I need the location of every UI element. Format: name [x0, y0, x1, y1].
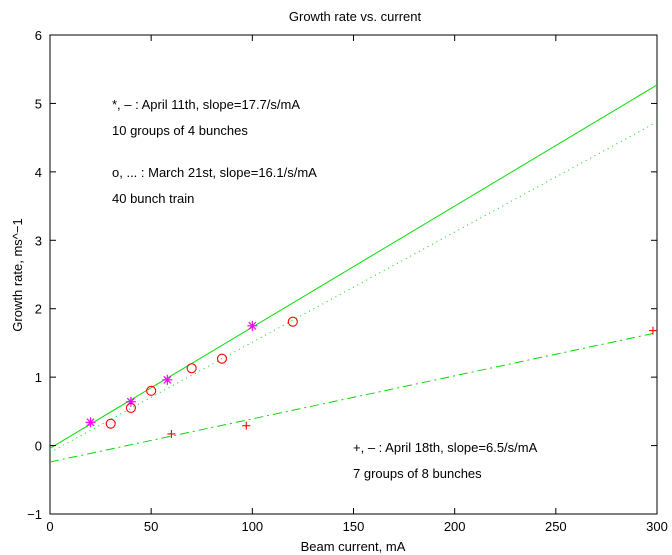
point-asterisk [85, 417, 96, 428]
y-tick-label: 3 [35, 233, 42, 248]
y-tick-label: 6 [35, 28, 42, 43]
x-tick-label: 0 [46, 519, 53, 534]
x-tick-label: 50 [144, 519, 158, 534]
fit-line-dotted [50, 121, 657, 453]
y-tick-label: 0 [35, 439, 42, 454]
x-tick-label: 250 [545, 519, 567, 534]
fit-lines [50, 84, 657, 463]
y-axis-label: Growth rate, ms^−1 [10, 218, 25, 331]
annotation-march21-train: 40 bunch train [112, 191, 194, 206]
fit-line-solid [50, 84, 657, 449]
point-plus [167, 429, 176, 438]
x-tick-label: 150 [343, 519, 365, 534]
point-circle [105, 418, 116, 429]
annotation-april11-groups: 10 groups of 4 bunches [112, 123, 248, 138]
y-tick-label: 5 [35, 96, 42, 111]
y-tick-label: 1 [35, 370, 42, 385]
point-circle [216, 353, 228, 364]
x-tick-label: 300 [646, 519, 668, 534]
x-axis-ticks: 0 50 100 150 200 250 300 [46, 35, 668, 534]
point-circle [146, 385, 157, 396]
fit-line-dashdot [50, 332, 657, 463]
chart-title: Growth rate vs. current [289, 9, 422, 24]
point-plus [648, 326, 657, 335]
x-axis-label: Beam current, mA [301, 539, 406, 554]
y-axis-ticks: −1 0 1 2 3 4 5 6 [27, 28, 657, 522]
annotation-april11-slope: *, – : April 11th, slope=17.7/s/mA [112, 97, 300, 112]
point-circle [287, 316, 298, 327]
point-circle [186, 363, 197, 374]
y-tick-label: 2 [35, 302, 42, 317]
point-asterisk [162, 374, 173, 385]
data-points [85, 316, 657, 438]
x-tick-label: 100 [241, 519, 263, 534]
point-plus [242, 421, 251, 430]
x-tick-label: 200 [444, 519, 466, 534]
annotation-march21-slope: o, ... : March 21st, slope=16.1/s/mA [112, 165, 317, 180]
point-circle [125, 402, 136, 413]
annotation-april18-slope: +, – : April 18th, slope=6.5/s/mA [353, 440, 538, 455]
plot-area [49, 34, 658, 515]
y-tick-label: −1 [27, 507, 42, 522]
y-tick-label: 4 [35, 165, 42, 180]
point-asterisk [247, 320, 258, 331]
annotation-april18-groups: 7 groups of 8 bunches [353, 466, 482, 481]
